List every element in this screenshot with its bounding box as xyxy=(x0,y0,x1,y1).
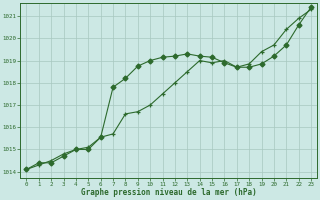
X-axis label: Graphe pression niveau de la mer (hPa): Graphe pression niveau de la mer (hPa) xyxy=(81,188,257,197)
